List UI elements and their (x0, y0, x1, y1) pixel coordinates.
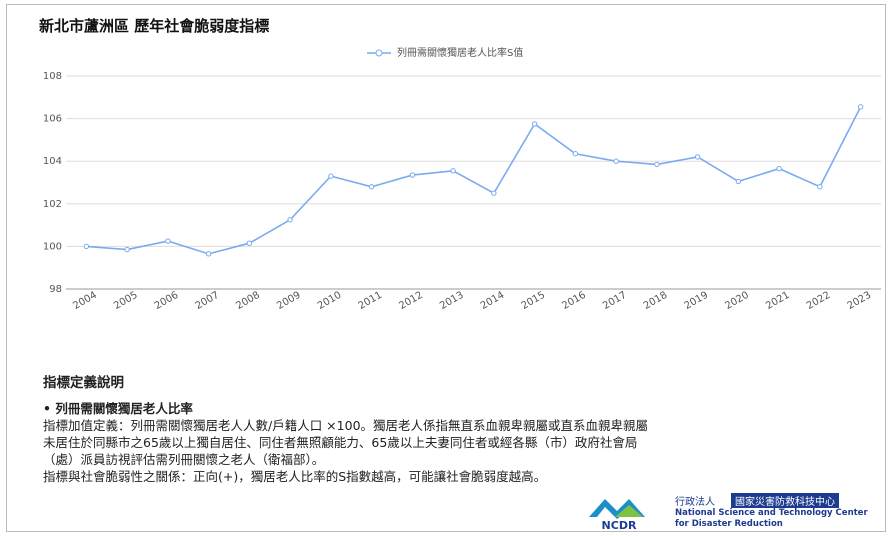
x-tick-label: 2019 (683, 290, 711, 312)
x-tick-label: 2014 (479, 290, 507, 312)
data-point (776, 165, 782, 172)
y-tick-label: 102 (43, 199, 62, 210)
x-tick-label: 2013 (438, 290, 466, 312)
legend-label: 列冊需關懷獨居老人比率S值 (397, 46, 523, 59)
data-point (857, 104, 864, 110)
x-tick-label: 2004 (71, 290, 99, 312)
data-point (572, 151, 579, 157)
chart: 新北市蘆洲區 歷年社會脆弱度指標 98 100 102 104 106 108 2004 20… (39, 17, 881, 312)
logo-text: NCDR (602, 519, 637, 532)
data-point (165, 238, 171, 244)
definition-line: 指標加值定義：列冊需關懷獨居老人人數/戶籍人口 ×100。獨居老人係指無直系血親… (43, 418, 649, 433)
x-tick-label: 2018 (642, 290, 670, 312)
data-point (205, 251, 212, 257)
data-point (694, 154, 701, 160)
org-en-2: for Disaster Reduction (675, 519, 783, 529)
x-tick-label: 2016 (560, 290, 588, 312)
page-frame: 新北市蘆洲區 歷年社會脆弱度指標 98 100 102 104 106 108 2004 20… (6, 4, 886, 532)
definition-heading: 指標定義說明 (43, 375, 124, 391)
y-tick-label: 100 (43, 241, 62, 252)
data-point (817, 184, 823, 190)
x-tick-label: 2006 (153, 290, 181, 312)
x-tick-label: 2011 (357, 290, 385, 312)
x-tick-label: 2022 (805, 290, 833, 312)
x-tick-label: 2009 (275, 290, 303, 312)
data-point (409, 172, 416, 178)
data-point (83, 243, 90, 250)
data-point (450, 168, 456, 174)
chart-title: 新北市蘆洲區 歷年社會脆弱度指標 (39, 17, 269, 35)
data-point (491, 190, 497, 196)
y-tick-label: 106 (43, 114, 62, 125)
x-tick-label: 2012 (397, 290, 425, 312)
org-type: 行政法人 (675, 497, 715, 508)
data-point (735, 178, 742, 185)
definition-line: 未居住於同縣市之65歲以上獨自居住、同住者無照顧能力、65歲以上夫妻同住者或經各… (43, 435, 638, 450)
data-point (246, 240, 253, 246)
x-tick-label: 2015 (520, 290, 548, 312)
legend-marker (375, 49, 383, 57)
data-point (368, 184, 375, 190)
y-tick-label: 104 (43, 156, 62, 167)
series-line (86, 106, 862, 255)
definition: 指標定義說明 列冊需關懷獨居老人比率 指標加值定義：列冊需關懷獨居老人人數/戶籍… (43, 375, 648, 485)
data-point (654, 161, 660, 168)
y-tick-label: 108 (43, 71, 62, 82)
x-tick-label: 2017 (601, 290, 629, 312)
logo: NCDR 行政法人 國家災害防救科技中心 National Science an… (585, 493, 885, 533)
data-point (328, 173, 334, 179)
x-tick-label: 2020 (723, 290, 751, 312)
org-en-1: National Science and Technology Center (675, 508, 868, 518)
definition-lines: 指標加值定義：列冊需關懷獨居老人人數/戶籍人口 ×100。獨居老人係指無直系血親… (43, 417, 648, 485)
x-tick-label: 2023 (846, 290, 874, 312)
definition-item: 列冊需關懷獨居老人比率 (43, 400, 648, 417)
y-tick-label: 98 (49, 284, 62, 295)
x-tick-label: 2010 (316, 290, 344, 312)
logo-mark: NCDR (589, 499, 645, 532)
x-tick-label: 2008 (234, 290, 262, 312)
definition-line: （處）派員訪視評估需列冊關懷之老人（衛福部）。 (43, 452, 325, 467)
x-tick-label: 2007 (194, 290, 222, 312)
org-name: 國家災害防救科技中心 (731, 493, 839, 508)
definition-line: 指標與社會脆弱性之關係：正向(+)，獨居老人比率的S指數越高，可能讓社會脆弱度越… (43, 469, 547, 484)
data-point (124, 246, 130, 253)
x-tick-label: 2021 (764, 290, 792, 312)
data-point (531, 121, 538, 127)
x-tick-label: 2005 (112, 290, 140, 312)
data-point (613, 158, 619, 164)
data-point (287, 217, 293, 223)
